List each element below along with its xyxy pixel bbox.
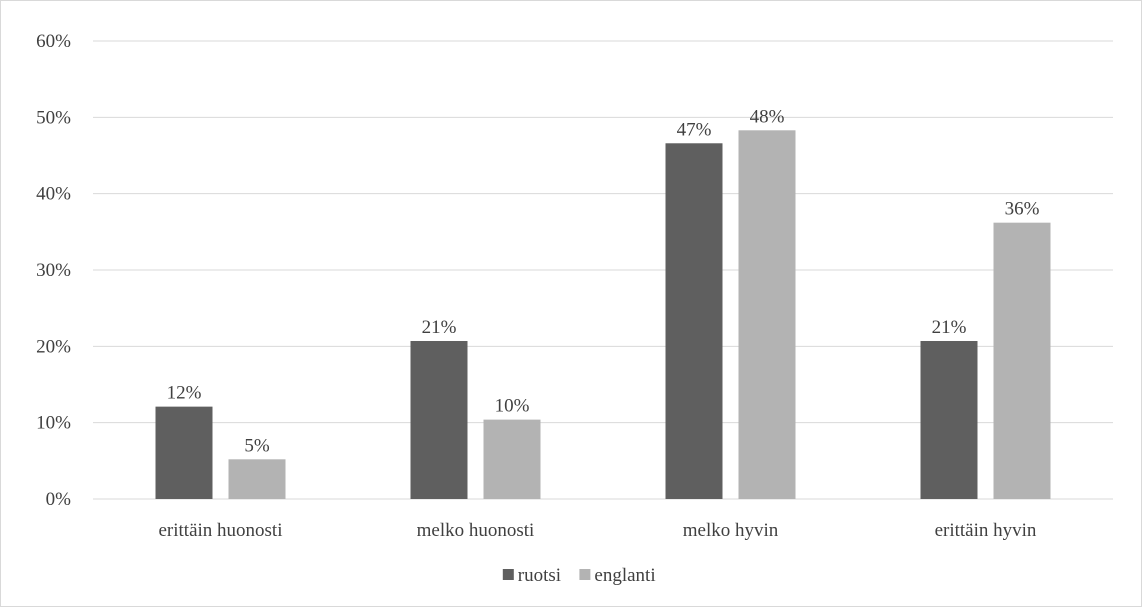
- bar-ruotsi: [920, 340, 978, 499]
- bar-ruotsi: [410, 340, 468, 499]
- data-label: 47%: [677, 119, 712, 140]
- legend-marker-ruotsi: [502, 569, 514, 580]
- x-category-label: erittäin hyvin: [935, 520, 1037, 541]
- bar-englanti: [738, 130, 796, 499]
- legend-label: ruotsi: [518, 565, 561, 586]
- y-tick-label: 40%: [36, 184, 71, 205]
- y-tick-label: 30%: [36, 260, 71, 281]
- data-label: 21%: [422, 317, 457, 338]
- x-category-label: melko hyvin: [683, 520, 779, 541]
- x-category-label: melko huonosti: [417, 520, 535, 541]
- data-label: 21%: [932, 317, 967, 338]
- bar-ruotsi: [155, 406, 213, 499]
- legend-label: englanti: [594, 565, 655, 586]
- y-tick-label: 20%: [36, 336, 71, 357]
- data-label: 10%: [495, 396, 530, 417]
- data-label: 5%: [244, 435, 270, 456]
- bar-englanti: [993, 222, 1051, 499]
- y-tick-label: 60%: [36, 31, 71, 52]
- y-tick-label: 50%: [36, 107, 71, 128]
- data-label: 48%: [750, 106, 785, 127]
- data-label: 12%: [167, 383, 202, 404]
- data-label: 36%: [1005, 199, 1040, 220]
- legend-marker-englanti: [579, 569, 591, 580]
- bar-englanti: [228, 459, 286, 499]
- bar-englanti: [483, 419, 541, 499]
- bar-ruotsi: [665, 143, 723, 499]
- y-tick-label: 0%: [46, 489, 72, 510]
- y-tick-label: 10%: [36, 413, 71, 434]
- x-category-label: erittäin huonosti: [158, 520, 282, 541]
